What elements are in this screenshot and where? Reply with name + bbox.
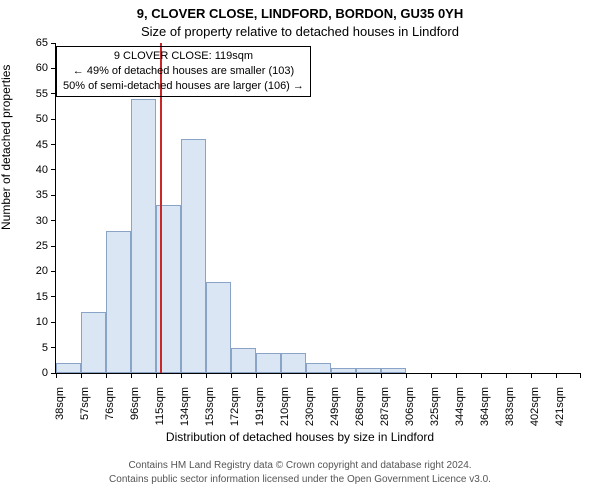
y-tick-label: 25	[36, 240, 56, 252]
x-tick-label: 402sqm	[529, 379, 541, 426]
y-tick-label: 10	[36, 316, 56, 328]
annotation-box: 9 CLOVER CLOSE: 119sqm← 49% of detached …	[56, 46, 311, 97]
x-tick-label: 383sqm	[504, 379, 516, 426]
histogram-bar	[306, 363, 331, 373]
y-tick-label: 0	[42, 367, 56, 379]
x-tick-label: 134sqm	[179, 379, 191, 426]
x-tick-mark	[556, 373, 557, 378]
footer-line-1: Contains HM Land Registry data © Crown c…	[0, 460, 600, 471]
chart-title-line2: Size of property relative to detached ho…	[0, 24, 600, 39]
x-tick-mark	[81, 373, 82, 378]
x-tick-mark	[56, 373, 57, 378]
y-tick-label: 65	[36, 37, 56, 49]
x-tick-label: 96sqm	[129, 379, 141, 420]
x-tick-mark	[231, 373, 232, 378]
y-tick-label: 40	[36, 164, 56, 176]
x-tick-label: 344sqm	[454, 379, 466, 426]
x-tick-label: 364sqm	[479, 379, 491, 426]
x-tick-mark	[256, 373, 257, 378]
x-axis-label: Distribution of detached houses by size …	[0, 430, 600, 444]
x-tick-label: 230sqm	[304, 379, 316, 426]
y-tick-label: 20	[36, 265, 56, 277]
chart-title-line1: 9, CLOVER CLOSE, LINDFORD, BORDON, GU35 …	[0, 6, 600, 21]
x-tick-label: 325sqm	[429, 379, 441, 426]
x-tick-mark	[456, 373, 457, 378]
plot-area: 0510152025303540455055606538sqm57sqm76sq…	[55, 43, 581, 374]
x-tick-label: 249sqm	[329, 379, 341, 426]
x-tick-mark	[431, 373, 432, 378]
x-tick-mark	[306, 373, 307, 378]
y-tick-label: 55	[36, 88, 56, 100]
histogram-bar	[181, 139, 206, 373]
x-tick-mark	[506, 373, 507, 378]
y-tick-label: 15	[36, 291, 56, 303]
x-tick-mark	[531, 373, 532, 378]
histogram-bar	[381, 368, 406, 373]
x-tick-mark	[131, 373, 132, 378]
x-tick-mark	[331, 373, 332, 378]
x-tick-label: 210sqm	[279, 379, 291, 426]
x-tick-label: 153sqm	[204, 379, 216, 426]
footer-line-2: Contains public sector information licen…	[0, 474, 600, 485]
x-tick-mark	[106, 373, 107, 378]
x-tick-mark	[356, 373, 357, 378]
histogram-bar	[131, 99, 156, 373]
x-tick-label: 38sqm	[54, 379, 66, 420]
x-tick-label: 287sqm	[379, 379, 391, 426]
x-tick-mark	[206, 373, 207, 378]
x-tick-mark	[481, 373, 482, 378]
histogram-bar	[81, 312, 106, 373]
x-tick-mark	[181, 373, 182, 378]
y-tick-label: 60	[36, 62, 56, 74]
chart-container: 9, CLOVER CLOSE, LINDFORD, BORDON, GU35 …	[0, 0, 600, 500]
x-tick-mark	[406, 373, 407, 378]
x-tick-label: 115sqm	[154, 379, 166, 425]
histogram-bar	[231, 348, 256, 373]
x-tick-label: 191sqm	[254, 379, 266, 426]
histogram-bar	[256, 353, 281, 373]
y-tick-label: 30	[36, 215, 56, 227]
y-tick-label: 35	[36, 189, 56, 201]
x-tick-mark	[580, 373, 581, 378]
annotation-line: ← 49% of detached houses are smaller (10…	[63, 64, 304, 79]
x-tick-mark	[156, 373, 157, 378]
x-tick-label: 421sqm	[554, 379, 566, 426]
histogram-bar	[331, 368, 356, 373]
y-tick-label: 50	[36, 113, 56, 125]
annotation-line: 50% of semi-detached houses are larger (…	[63, 79, 304, 94]
histogram-bar	[281, 353, 306, 373]
x-tick-label: 306sqm	[404, 379, 416, 426]
annotation-line: 9 CLOVER CLOSE: 119sqm	[63, 49, 304, 64]
y-tick-label: 5	[42, 342, 56, 354]
y-tick-label: 45	[36, 139, 56, 151]
x-tick-mark	[281, 373, 282, 378]
x-tick-label: 268sqm	[354, 379, 366, 426]
histogram-bar	[106, 231, 131, 373]
histogram-bar	[356, 368, 381, 373]
histogram-bar	[206, 282, 231, 373]
y-axis-label: Number of detached properties	[0, 65, 13, 230]
histogram-bar	[56, 363, 81, 373]
x-tick-label: 172sqm	[229, 379, 241, 426]
x-tick-label: 57sqm	[79, 379, 91, 420]
x-tick-label: 76sqm	[104, 379, 116, 420]
x-tick-mark	[381, 373, 382, 378]
